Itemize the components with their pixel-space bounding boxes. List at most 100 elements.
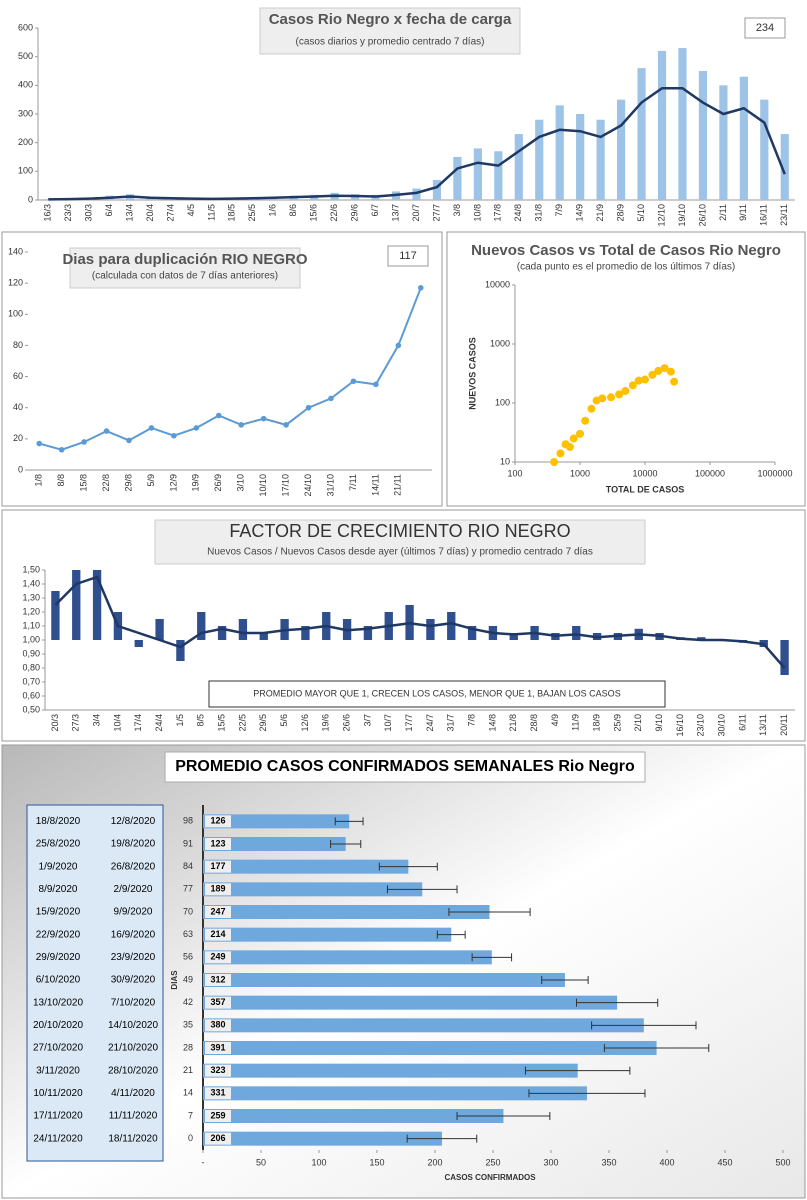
data-label: 259 — [210, 1110, 225, 1120]
point — [654, 366, 663, 375]
y-tick-label: 10000 — [485, 279, 510, 289]
y-axis-label: DIAS — [170, 970, 179, 990]
label-bg — [205, 1110, 231, 1122]
date-start: 28/10/2020 — [108, 1065, 158, 1076]
chart-title: Nuevos Casos vs Total de Casos Rio Negro — [471, 242, 781, 259]
y-tick-label: 42 — [183, 997, 193, 1007]
x-tick-label: 400 — [659, 1157, 674, 1167]
y-tick-label: 140 — [8, 246, 23, 256]
bar — [576, 114, 585, 200]
bar — [44, 199, 53, 200]
y-tick-label: 600 — [18, 22, 33, 32]
bar — [203, 1018, 644, 1033]
x-tick-label: 31/8 — [534, 204, 544, 222]
x-tick-label: 19/6 — [321, 714, 331, 732]
label-bg — [205, 838, 231, 850]
x-tick-label: 22/5 — [237, 714, 247, 732]
y-tick-label: 49 — [183, 974, 193, 984]
bar — [473, 148, 482, 200]
point — [670, 377, 679, 386]
bar — [432, 179, 442, 200]
x-tick-label: 23/10 — [696, 714, 706, 737]
x-tick-label: 19/9 — [191, 474, 201, 492]
bar — [203, 905, 490, 919]
data-label: 249 — [210, 952, 225, 962]
x-tick-label: 6/11 — [737, 714, 747, 731]
y-tick-label: 35 — [183, 1020, 193, 1030]
x-tick-label: 21/11 — [393, 474, 403, 496]
x-tick-label: 14/8 — [487, 714, 497, 732]
bar — [203, 1063, 578, 1078]
label-bg — [205, 1019, 231, 1032]
series-line — [54, 575, 786, 669]
data-label: 177 — [210, 861, 225, 871]
bar — [92, 570, 102, 640]
x-tick-label: 2/11 — [718, 204, 728, 221]
y-tick-label: 60 — [13, 371, 23, 381]
x-tick-label: 9/11 — [738, 204, 748, 221]
bar — [657, 50, 667, 200]
y-tick-label: 7 — [188, 1110, 193, 1120]
y-tick-label: 400 — [18, 80, 33, 90]
date-end: 27/10/2020 — [33, 1043, 83, 1054]
point — [641, 375, 649, 384]
y-tick-label: 1,00 — [22, 634, 40, 644]
y-tick-label: 120 — [8, 278, 23, 288]
date-table — [26, 804, 164, 1162]
x-tick-label: 450 — [717, 1157, 732, 1167]
x-tick-label: 20/3 — [50, 714, 60, 732]
bar — [697, 637, 706, 640]
label-bg — [205, 951, 231, 964]
x-tick-label: 24/4 — [154, 714, 164, 732]
y-tick-label: 10 — [500, 456, 510, 466]
x-tick-label: 1000 — [570, 468, 590, 478]
date-start: 16/9/2020 — [111, 929, 156, 940]
y-tick-label: 98 — [183, 816, 193, 826]
chart-title: FACTOR DE CRECIMIENTO RIO NEGRO — [229, 521, 570, 541]
x-tick-label: 30/3 — [84, 204, 94, 222]
point — [215, 412, 222, 419]
x-tick-label: 21/9 — [595, 204, 605, 222]
data-label: 312 — [210, 974, 225, 984]
x-tick-label: 18/9 — [591, 714, 601, 732]
bar — [780, 134, 789, 200]
x-tick-label: 4/9 — [550, 714, 560, 727]
point — [648, 370, 657, 379]
bar — [51, 591, 60, 640]
bar — [203, 973, 565, 987]
point — [621, 386, 630, 395]
point — [569, 434, 578, 443]
x-tick-label: 18/5 — [227, 204, 237, 222]
chart-subtitle: Nuevos Casos / Nuevos Casos desde ayer (… — [207, 547, 593, 558]
label-bg — [205, 815, 231, 828]
point — [350, 378, 357, 385]
x-tick-label: 5/10 — [636, 204, 646, 222]
x-tick-label: 12/10 — [656, 204, 666, 227]
data-label: 323 — [210, 1065, 225, 1075]
title-box — [164, 751, 646, 783]
x-tick-label: 1/6 — [268, 204, 278, 217]
x-tick-label: 100 — [507, 468, 522, 478]
x-tick-label: 21/8 — [508, 714, 518, 732]
data-label: 247 — [210, 906, 225, 916]
y-tick-label: 0,90 — [22, 648, 40, 658]
bar — [203, 882, 423, 897]
y-tick-label: 1,30 — [22, 592, 40, 602]
y-tick-label: 1,20 — [22, 606, 40, 616]
x-tick-label: 300 — [543, 1157, 558, 1167]
y-tick-label: 0 — [18, 464, 23, 474]
x-tick-label: 16/11 — [759, 204, 769, 226]
data-label: 391 — [210, 1042, 225, 1052]
bar — [155, 619, 164, 640]
x-tick-label: 5/9 — [146, 474, 156, 487]
bar — [617, 99, 626, 200]
callout: 117 — [399, 250, 417, 262]
panel — [446, 231, 806, 507]
bar — [467, 626, 477, 640]
bar — [203, 814, 350, 829]
bar — [509, 633, 518, 640]
point — [395, 342, 402, 349]
chart-subtitle: (calculada con datos de 7 días anteriore… — [92, 271, 278, 282]
date-end: 17/11/2020 — [33, 1111, 83, 1122]
point — [126, 437, 132, 444]
